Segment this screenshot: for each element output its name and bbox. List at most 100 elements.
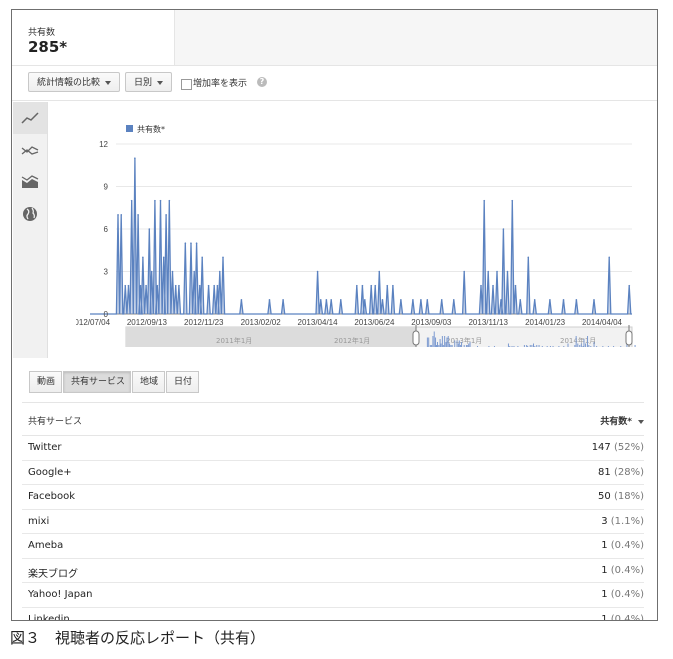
navigator-year-label: 2014年1月 [560, 336, 596, 345]
table-row[interactable]: 楽天ブログ 1 (0.4%) [22, 559, 644, 583]
navigator-year-label: 2011年1月 [216, 336, 252, 345]
y-tick-label: 0 [104, 310, 109, 319]
data-point [330, 299, 332, 301]
data-point [511, 199, 514, 202]
line-chart-icon [21, 112, 39, 124]
globe-icon [23, 207, 37, 221]
share-percent: (18%) [613, 491, 644, 502]
share-count: 1 (0.4%) [601, 565, 644, 576]
tab-date[interactable]: 日付 [166, 371, 199, 393]
tab-video[interactable]: 動画 [29, 371, 62, 393]
share-count: 50 (18%) [598, 491, 644, 502]
tab-label: 動画 [37, 377, 56, 387]
x-tick-label: 2013/02/02 [241, 318, 282, 327]
data-point [168, 199, 171, 202]
data-point [319, 299, 322, 301]
tab-region[interactable]: 地域 [132, 371, 165, 393]
table-row[interactable]: mixi 3 (1.1%) [22, 510, 644, 534]
x-tick-label: 2012/09/13 [127, 318, 168, 327]
service-name: Google+ [28, 466, 72, 478]
data-point [374, 284, 377, 287]
data-point [426, 299, 429, 301]
range-handle [625, 330, 633, 346]
data-point [440, 299, 443, 301]
share-service-table: 共有サービス 共有数* Twitter 147 (52%) Google+ 81 (2… [22, 402, 644, 621]
data-point [506, 270, 509, 273]
table-row[interactable]: Yahoo! Japan 1 (0.4%) [22, 583, 644, 608]
data-point [139, 284, 142, 287]
compare-metrics-label: 統計情報の比較 [37, 78, 101, 88]
y-tick-label: 3 [104, 268, 109, 277]
service-name: Facebook [28, 491, 75, 502]
series-line [90, 158, 632, 315]
share-count: 1 (0.4%) [601, 614, 644, 621]
data-point [130, 199, 133, 202]
table-row[interactable]: Google+ 81 (28%) [22, 461, 644, 485]
data-point [178, 284, 180, 287]
data-point [502, 228, 505, 230]
chevron-down-icon [105, 80, 112, 85]
data-point [549, 299, 551, 301]
multi-line-chart-button[interactable] [13, 134, 47, 166]
data-point [381, 299, 384, 301]
data-point [156, 284, 159, 287]
stacked-area-icon [21, 175, 39, 188]
growth-rate-label[interactable]: 増加率を表示 [193, 79, 248, 89]
data-point [207, 284, 210, 287]
table-row[interactable]: Twitter 147 (52%) [22, 436, 644, 461]
compare-metrics-button[interactable]: 統計情報の比較 [28, 72, 121, 92]
service-name: Yahoo! Japan [28, 589, 93, 600]
data-point [608, 256, 611, 259]
data-point [216, 284, 219, 287]
chart-area [12, 100, 657, 364]
share-count-value: 1 [601, 589, 608, 600]
growth-rate-checkbox[interactable] [181, 79, 192, 90]
period-select-button[interactable]: 日別 [125, 72, 173, 92]
share-count-value: 50 [598, 491, 611, 502]
data-point [361, 284, 364, 287]
data-point [562, 299, 565, 301]
data-point [392, 284, 394, 287]
data-point [127, 284, 130, 287]
data-point [452, 299, 455, 301]
data-point [593, 299, 595, 301]
table-row[interactable]: Facebook 50 (18%) [22, 485, 644, 510]
share-count-value: 1 [601, 540, 608, 551]
figure-caption: 図３ 視聴者の反応レポート（共有） [10, 629, 266, 647]
table-row[interactable]: Linkedin 1 (0.4%) [22, 608, 644, 621]
data-point [575, 299, 578, 301]
x-tick-label: 2013/09/03 [411, 318, 452, 327]
range-handle [412, 330, 420, 346]
data-point [134, 157, 136, 159]
tab-label: 日付 [174, 377, 193, 387]
data-point [386, 284, 389, 287]
y-tick-label: 12 [99, 140, 108, 149]
x-tick-label: 2012/11/23 [184, 318, 224, 327]
data-point [325, 299, 328, 301]
line-chart-button[interactable] [13, 102, 47, 134]
share-count-value: 81 [598, 466, 611, 478]
data-point [201, 256, 203, 259]
data-point [148, 228, 151, 230]
share-percent: (0.4%) [610, 564, 644, 576]
data-point [195, 242, 198, 244]
data-point [356, 284, 358, 287]
column-header-service[interactable]: 共有サービス [28, 417, 83, 427]
help-icon[interactable]: ? [257, 77, 267, 87]
table-row[interactable]: Ameba 1 (0.4%) [22, 534, 644, 559]
tab-label: 地域 [140, 377, 159, 387]
metric-card[interactable]: 共有数 285* [12, 10, 175, 66]
metric-bar-empty [175, 10, 657, 66]
share-percent: (1.1%) [610, 515, 644, 527]
chart-type-toolbar [13, 102, 48, 358]
column-header-shares[interactable]: 共有数* [600, 414, 644, 427]
share-count: 147 (52%) [592, 442, 644, 453]
stacked-area-button[interactable] [13, 166, 47, 198]
metric-label: 共有数 [28, 28, 56, 38]
map-button[interactable] [13, 198, 47, 230]
data-point [370, 284, 373, 287]
share-count-value: 3 [601, 515, 608, 527]
data-point [193, 270, 195, 273]
tab-sharing-service[interactable]: 共有サービス [63, 371, 131, 393]
service-name: Linkedin [28, 613, 70, 621]
